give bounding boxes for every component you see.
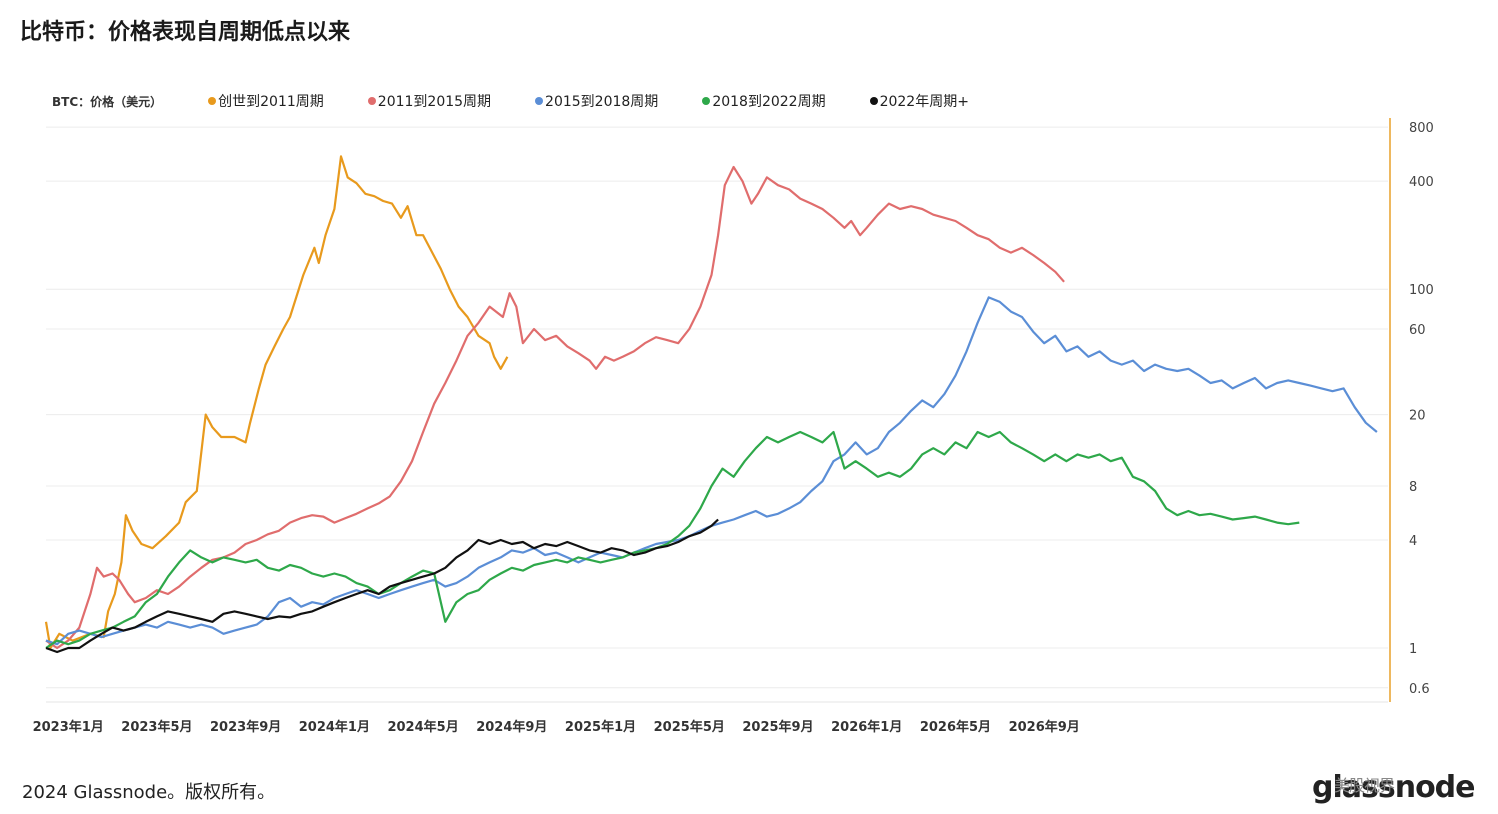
x-tick-label-11: 2026年9月 — [1009, 719, 1080, 735]
x-tick-label-8: 2025年9月 — [742, 719, 813, 735]
legend: BTC：价格（美元） 创世到2011周期 2011到2015周期 2015到20… — [52, 88, 1013, 114]
glassnode-logo: glassnode 美股视界 — [1312, 770, 1476, 805]
y-tick-label-6: 4 — [1409, 534, 1417, 549]
y-tick-label-1: 400 — [1409, 175, 1434, 190]
legend-item-3[interactable]: 2018到2022周期 — [702, 91, 826, 111]
legend-dot-4 — [869, 97, 878, 105]
chart-title: 比特币：价格表现自周期低点以来 — [20, 20, 351, 45]
y-tick-label-4: 20 — [1409, 409, 1426, 424]
series-line-4 — [45, 518, 719, 654]
x-tick-label-5: 2024年9月 — [476, 719, 547, 735]
series-line-0 — [44, 155, 509, 650]
logo-text: glassnode — [1312, 770, 1476, 805]
x-tick-label-7: 2025年5月 — [654, 719, 725, 735]
y-tick-label-5: 8 — [1409, 480, 1417, 495]
legend-dot-3 — [702, 97, 711, 105]
x-tick-label-0: 2023年1月 — [33, 719, 104, 735]
watermark-text: 美股视界 — [1333, 776, 1395, 795]
series-line-2 — [45, 296, 1378, 646]
x-tick-label-10: 2026年5月 — [920, 719, 991, 735]
x-tick-label-3: 2024年1月 — [299, 719, 370, 735]
y-axis-label: BTC：价格（美元） — [52, 94, 163, 109]
x-tick-label-6: 2025年1月 — [565, 719, 636, 735]
copyright-footer: 2024 Glassnode。版权所有。 — [22, 782, 276, 803]
legend-label-4: 2022年周期+ — [879, 94, 969, 110]
legend-dot-1 — [367, 97, 376, 105]
legend-dot-2 — [535, 97, 544, 105]
legend-label-1: 2011到2015周期 — [377, 94, 492, 110]
series-line-3 — [45, 430, 1300, 649]
y-tick-label-0: 800 — [1409, 121, 1434, 136]
legend-item-1[interactable]: 2011到2015周期 — [367, 91, 492, 111]
x-tick-label-1: 2023年5月 — [121, 719, 192, 735]
y-tick-label-2: 100 — [1409, 283, 1434, 298]
series-line-1 — [45, 165, 1065, 650]
y-tick-label-8: 0.6 — [1409, 682, 1430, 697]
legend-label-0: 创世到2011周期 — [218, 94, 324, 110]
legend-label-3: 2018到2022周期 — [712, 94, 826, 110]
legend-item-4[interactable]: 2022年周期+ — [869, 91, 969, 111]
y-tick-label-7: 1 — [1409, 642, 1417, 657]
legend-dot-0 — [208, 97, 217, 105]
x-tick-label-9: 2026年1月 — [831, 719, 902, 735]
legend-item-2[interactable]: 2015到2018周期 — [535, 91, 658, 111]
x-tick-label-4: 2024年5月 — [387, 719, 458, 735]
x-tick-label-2: 2023年9月 — [210, 719, 281, 735]
legend-item-0[interactable]: 创世到2011周期 — [208, 91, 324, 111]
legend-label-2: 2015到2018周期 — [545, 94, 659, 110]
y-tick-label-3: 60 — [1409, 323, 1426, 338]
